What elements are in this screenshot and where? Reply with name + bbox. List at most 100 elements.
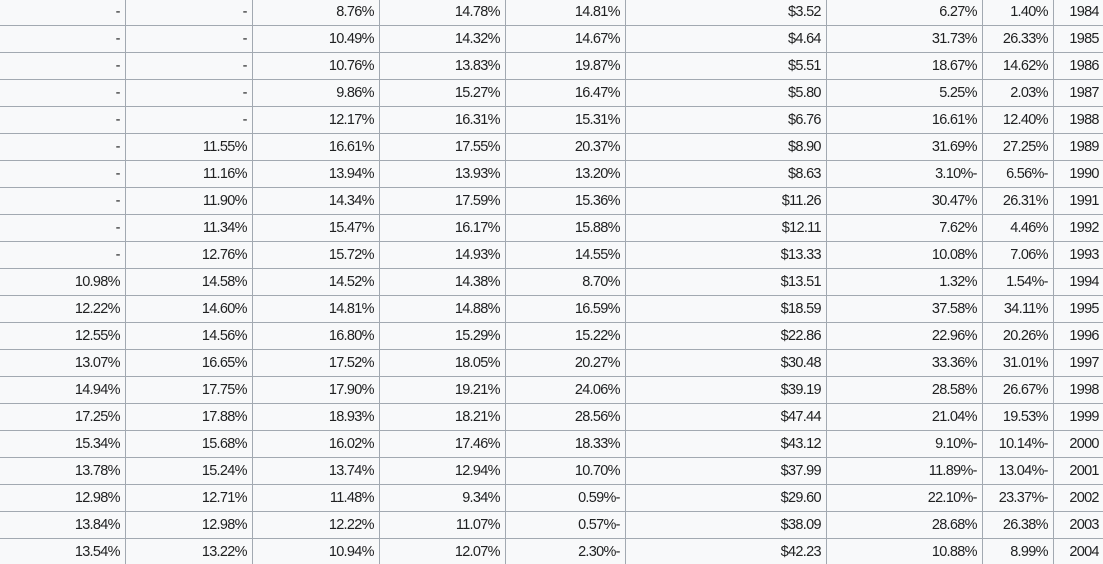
table-cell: 18.05% bbox=[380, 349, 506, 377]
table-cell: 16.31% bbox=[380, 106, 506, 134]
table-cell: 16.59% bbox=[506, 295, 626, 323]
table-row: 17.25% 17.88% 18.93% 18.21% 28.56% $47.44 21.0… bbox=[0, 403, 1103, 431]
table-cell: $39.19 bbox=[626, 376, 827, 404]
table-cell: 16.65% bbox=[126, 349, 253, 377]
table-row: 13.84% 12.98% 12.22% 11.07% 0.57%- $38.09 28.6… bbox=[0, 511, 1103, 539]
table-cell: 6.56%- bbox=[983, 160, 1054, 188]
table-cell: 10.70% bbox=[506, 457, 626, 485]
table-row: 12.98% 12.71% 11.48% 9.34% 0.59%- $29.60 22.10… bbox=[0, 484, 1103, 512]
table-cell: 14.78% bbox=[380, 0, 506, 26]
table-cell: 10.08% bbox=[827, 241, 983, 269]
table-cell: 1987 bbox=[1054, 79, 1103, 107]
table-cell: $12.11 bbox=[626, 214, 827, 242]
table-cell: - bbox=[0, 106, 126, 134]
table-cell: 12.98% bbox=[126, 511, 253, 539]
table-cell: 9.86% bbox=[253, 79, 380, 107]
table-cell: 7.06% bbox=[983, 241, 1054, 269]
table-cell: 33.36% bbox=[827, 349, 983, 377]
table-cell: 1998 bbox=[1054, 376, 1103, 404]
table-cell: 21.04% bbox=[827, 403, 983, 431]
table-cell: 26.38% bbox=[983, 511, 1054, 539]
table-cell: 17.25% bbox=[0, 403, 126, 431]
table-row: -11.34% 15.47% 16.17% 15.88% $12.11 7.62% 4.46… bbox=[0, 214, 1103, 242]
table-cell: 13.74% bbox=[253, 457, 380, 485]
table-row: 12.55% 14.56% 16.80% 15.29% 15.22% $22.86 22.9… bbox=[0, 322, 1103, 350]
table-cell: 1986 bbox=[1054, 52, 1103, 80]
table-cell: 13.54% bbox=[0, 538, 126, 564]
table-cell: 13.22% bbox=[126, 538, 253, 564]
table-cell: $47.44 bbox=[626, 403, 827, 431]
table-cell: 13.83% bbox=[380, 52, 506, 80]
table-cell: 17.88% bbox=[126, 403, 253, 431]
table-cell: 10.76% bbox=[253, 52, 380, 80]
table-cell: 15.72% bbox=[253, 241, 380, 269]
table-row: 15.34% 15.68% 16.02% 17.46% 18.33% $43.12 9.10… bbox=[0, 430, 1103, 458]
table-row: 10.98% 14.58% 14.52% 14.38% 8.70% $13.51 1.32%… bbox=[0, 268, 1103, 296]
table-cell: 12.22% bbox=[0, 295, 126, 323]
table-cell: 2002 bbox=[1054, 484, 1103, 512]
table-cell: 31.73% bbox=[827, 25, 983, 53]
table-cell: $8.63 bbox=[626, 160, 827, 188]
table-cell: 10.94% bbox=[253, 538, 380, 564]
table-cell: 20.26% bbox=[983, 322, 1054, 350]
table-cell: 23.37%- bbox=[983, 484, 1054, 512]
table-cell: 16.47% bbox=[506, 79, 626, 107]
table-cell: 14.94% bbox=[0, 376, 126, 404]
table-cell: $13.33 bbox=[626, 241, 827, 269]
table-cell: 8.70% bbox=[506, 268, 626, 296]
table-cell: 16.61% bbox=[827, 106, 983, 134]
table-cell: 34.11% bbox=[983, 295, 1054, 323]
table-cell: $30.48 bbox=[626, 349, 827, 377]
table-cell: $5.51 bbox=[626, 52, 827, 80]
table-cell: 2003 bbox=[1054, 511, 1103, 539]
table-cell: 13.84% bbox=[0, 511, 126, 539]
table-row: 13.78% 15.24% 13.74% 12.94% 10.70% $37.99 11.8… bbox=[0, 457, 1103, 485]
table-cell: $38.09 bbox=[626, 511, 827, 539]
table-cell: 9.34% bbox=[380, 484, 506, 512]
table-cell: 15.22% bbox=[506, 322, 626, 350]
table-cell: 12.40% bbox=[983, 106, 1054, 134]
table-cell: 17.55% bbox=[380, 133, 506, 161]
table-cell: $22.86 bbox=[626, 322, 827, 350]
table-cell: $5.80 bbox=[626, 79, 827, 107]
table-cell: 1994 bbox=[1054, 268, 1103, 296]
table-cell: $29.60 bbox=[626, 484, 827, 512]
table-cell: 12.07% bbox=[380, 538, 506, 564]
table-cell: 1988 bbox=[1054, 106, 1103, 134]
table-cell: 14.58% bbox=[126, 268, 253, 296]
table-cell: - bbox=[0, 0, 126, 26]
table-cell: 19.21% bbox=[380, 376, 506, 404]
table-cell: 13.20% bbox=[506, 160, 626, 188]
table-cell: 12.98% bbox=[0, 484, 126, 512]
table-row: - -8.76% 14.78% 14.81% $3.52 6.27% 1.40% 1984 bbox=[0, 0, 1103, 26]
table-cell: 15.68% bbox=[126, 430, 253, 458]
table-cell: 18.33% bbox=[506, 430, 626, 458]
table-cell: 15.24% bbox=[126, 457, 253, 485]
table-cell: 24.06% bbox=[506, 376, 626, 404]
table-cell: 8.76% bbox=[253, 0, 380, 26]
table-cell: 11.55% bbox=[126, 133, 253, 161]
table-cell: 31.69% bbox=[827, 133, 983, 161]
table-cell: 15.36% bbox=[506, 187, 626, 215]
table-cell: 26.31% bbox=[983, 187, 1054, 215]
table-cell: 37.58% bbox=[827, 295, 983, 323]
table-cell: - bbox=[126, 52, 253, 80]
table-cell: 10.88% bbox=[827, 538, 983, 564]
table-cell: $18.59 bbox=[626, 295, 827, 323]
table-cell: 15.31% bbox=[506, 106, 626, 134]
table-cell: 16.80% bbox=[253, 322, 380, 350]
table-cell: 28.56% bbox=[506, 403, 626, 431]
table-cell: 27.25% bbox=[983, 133, 1054, 161]
table-cell: 14.81% bbox=[253, 295, 380, 323]
table-cell: 15.88% bbox=[506, 214, 626, 242]
table-row: - -10.76% 13.83% 19.87% $5.51 18.67% 14.62% 198… bbox=[0, 52, 1103, 80]
table-row: -11.16% 13.94% 13.93% 13.20% $8.63 3.10%- 6.56… bbox=[0, 160, 1103, 188]
table-cell: 14.88% bbox=[380, 295, 506, 323]
table-cell: 14.81% bbox=[506, 0, 626, 26]
table-cell: 1997 bbox=[1054, 349, 1103, 377]
table-cell: 2000 bbox=[1054, 430, 1103, 458]
table-cell: 13.07% bbox=[0, 349, 126, 377]
table-cell: 1.40% bbox=[983, 0, 1054, 26]
table-row: 13.07% 16.65% 17.52% 18.05% 20.27% $30.48 33.3… bbox=[0, 349, 1103, 377]
